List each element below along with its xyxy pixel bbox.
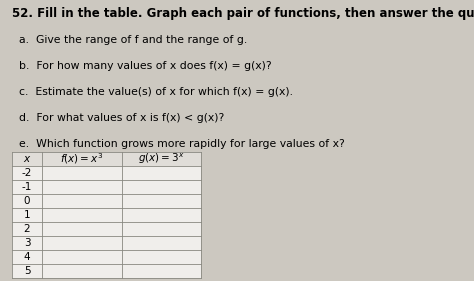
Text: 3: 3 <box>24 238 30 248</box>
Text: c.  Estimate the value(s) of x for which f(x) = g(x).: c. Estimate the value(s) of x for which … <box>19 87 293 97</box>
Text: -1: -1 <box>22 182 32 192</box>
Text: 5: 5 <box>24 266 30 276</box>
Text: $g(x)=3^x$: $g(x)=3^x$ <box>138 151 185 166</box>
Bar <box>12 152 201 278</box>
Text: 1: 1 <box>24 210 30 220</box>
Text: d.  For what values of x is f(x) < g(x)?: d. For what values of x is f(x) < g(x)? <box>19 113 224 123</box>
Text: e.  Which function grows more rapidly for large values of x?: e. Which function grows more rapidly for… <box>19 139 345 149</box>
Text: 4: 4 <box>24 252 30 262</box>
Text: b.  For how many values of x does f(x) = g(x)?: b. For how many values of x does f(x) = … <box>19 61 272 71</box>
Text: 0: 0 <box>24 196 30 206</box>
Text: a.  Give the range of f and the range of g.: a. Give the range of f and the range of … <box>19 35 247 45</box>
Text: -2: -2 <box>22 168 32 178</box>
Text: 52. Fill in the table. Graph each pair of functions, then answer the questions b: 52. Fill in the table. Graph each pair o… <box>12 7 474 20</box>
Text: 2: 2 <box>24 224 30 234</box>
Text: $f(x)=x^3$: $f(x)=x^3$ <box>60 151 104 166</box>
Text: $x$: $x$ <box>23 154 31 164</box>
Bar <box>12 152 201 166</box>
